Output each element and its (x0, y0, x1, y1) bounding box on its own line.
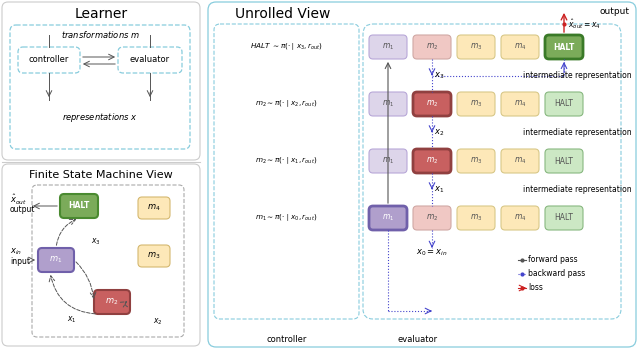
FancyBboxPatch shape (32, 185, 184, 337)
FancyBboxPatch shape (501, 35, 539, 59)
Text: $x_0 = x_{in}$: $x_0 = x_{in}$ (417, 248, 447, 258)
Text: $m_3$: $m_3$ (470, 156, 482, 166)
FancyBboxPatch shape (369, 149, 407, 173)
Text: backward pass: backward pass (528, 269, 585, 279)
Text: $m_2$: $m_2$ (106, 297, 118, 307)
FancyBboxPatch shape (369, 206, 407, 230)
Text: $m_2$: $m_2$ (426, 213, 438, 223)
Text: Learner: Learner (74, 7, 127, 21)
Text: $m_3$: $m_3$ (147, 251, 161, 261)
Text: $x_3$: $x_3$ (434, 70, 445, 81)
FancyBboxPatch shape (18, 47, 80, 73)
Text: $m_3$: $m_3$ (470, 99, 482, 109)
Text: $x_{in}$: $x_{in}$ (10, 247, 22, 257)
Text: $\hat{x}_{out}$: $\hat{x}_{out}$ (10, 193, 27, 207)
FancyBboxPatch shape (413, 92, 451, 116)
Text: output: output (599, 7, 629, 16)
Text: $m_2$: $m_2$ (426, 42, 438, 52)
Text: evaluator: evaluator (398, 334, 438, 343)
FancyBboxPatch shape (138, 245, 170, 267)
FancyBboxPatch shape (545, 206, 583, 230)
Text: HALT: HALT (555, 214, 573, 223)
FancyBboxPatch shape (94, 290, 130, 314)
Text: HALT: HALT (555, 99, 573, 109)
Text: forward pass: forward pass (528, 255, 578, 265)
Text: HALT $\sim\pi(\cdot\mid x_3,r_{out})$: HALT $\sim\pi(\cdot\mid x_3,r_{out})$ (250, 42, 323, 52)
Text: $x_2$: $x_2$ (434, 127, 444, 138)
Text: output: output (10, 205, 35, 214)
Text: evaluator: evaluator (130, 55, 170, 65)
Text: $m_4$: $m_4$ (147, 203, 161, 213)
Text: $m_2$: $m_2$ (426, 156, 438, 166)
FancyBboxPatch shape (545, 35, 583, 59)
Text: $x_1$: $x_1$ (434, 184, 444, 195)
Text: representations $x$: representations $x$ (62, 111, 138, 125)
FancyBboxPatch shape (363, 24, 621, 319)
Text: $m_2\sim\pi(\cdot\mid x_1,r_{out})$: $m_2\sim\pi(\cdot\mid x_1,r_{out})$ (255, 156, 317, 166)
Text: $m_1$: $m_1$ (382, 42, 394, 52)
Text: HALT: HALT (68, 201, 90, 210)
FancyBboxPatch shape (413, 35, 451, 59)
Text: $m_1$: $m_1$ (382, 156, 394, 166)
Text: $m_1\sim\pi(\cdot\mid x_0,r_{out})$: $m_1\sim\pi(\cdot\mid x_0,r_{out})$ (255, 213, 317, 223)
FancyBboxPatch shape (138, 197, 170, 219)
FancyBboxPatch shape (457, 35, 495, 59)
FancyBboxPatch shape (10, 25, 190, 149)
Text: $m_1$: $m_1$ (382, 99, 394, 109)
Text: controller: controller (266, 334, 307, 343)
FancyBboxPatch shape (2, 164, 200, 346)
Text: loss: loss (528, 283, 543, 292)
FancyBboxPatch shape (369, 92, 407, 116)
FancyBboxPatch shape (214, 24, 359, 319)
FancyBboxPatch shape (501, 92, 539, 116)
Text: $m_3$: $m_3$ (470, 42, 482, 52)
FancyBboxPatch shape (60, 194, 98, 218)
Text: $x_2$: $x_2$ (153, 317, 163, 327)
FancyBboxPatch shape (413, 206, 451, 230)
Text: input: input (10, 257, 30, 266)
FancyBboxPatch shape (369, 35, 407, 59)
Text: $x_{out}$: $x_{out}$ (555, 0, 573, 2)
Text: $m_3$: $m_3$ (470, 213, 482, 223)
Text: $x_3$: $x_3$ (91, 237, 101, 247)
FancyBboxPatch shape (501, 206, 539, 230)
Text: intermediate representation: intermediate representation (524, 128, 632, 137)
FancyBboxPatch shape (413, 149, 451, 173)
FancyBboxPatch shape (457, 92, 495, 116)
Text: HALT: HALT (554, 43, 575, 52)
Text: $m_4$: $m_4$ (514, 99, 526, 109)
Text: $m_2$: $m_2$ (426, 99, 438, 109)
Text: HALT: HALT (555, 156, 573, 165)
FancyBboxPatch shape (118, 47, 182, 73)
FancyBboxPatch shape (457, 149, 495, 173)
Text: intermediate representation: intermediate representation (524, 71, 632, 80)
Text: transformations $m$: transformations $m$ (61, 30, 140, 40)
Text: $m_4$: $m_4$ (514, 156, 526, 166)
FancyBboxPatch shape (545, 92, 583, 116)
Text: $m_4$: $m_4$ (514, 42, 526, 52)
Text: $m_1$: $m_1$ (382, 213, 394, 223)
Text: intermediate representation: intermediate representation (524, 185, 632, 194)
Text: Unrolled View: Unrolled View (236, 7, 331, 21)
Text: controller: controller (29, 55, 69, 65)
FancyBboxPatch shape (457, 206, 495, 230)
Text: $\hat{x}_{out} = x_4$: $\hat{x}_{out} = x_4$ (568, 17, 601, 31)
Text: $m_2\sim\pi(\cdot\mid x_2,r_{out})$: $m_2\sim\pi(\cdot\mid x_2,r_{out})$ (255, 99, 317, 109)
Text: Finite State Machine View: Finite State Machine View (29, 170, 173, 180)
Text: $m_1$: $m_1$ (49, 255, 63, 265)
Text: $m_4$: $m_4$ (514, 213, 526, 223)
Text: $x_1$: $x_1$ (67, 315, 77, 325)
FancyBboxPatch shape (545, 149, 583, 173)
FancyBboxPatch shape (501, 149, 539, 173)
FancyBboxPatch shape (2, 2, 200, 160)
FancyBboxPatch shape (38, 248, 74, 272)
FancyBboxPatch shape (208, 2, 636, 347)
